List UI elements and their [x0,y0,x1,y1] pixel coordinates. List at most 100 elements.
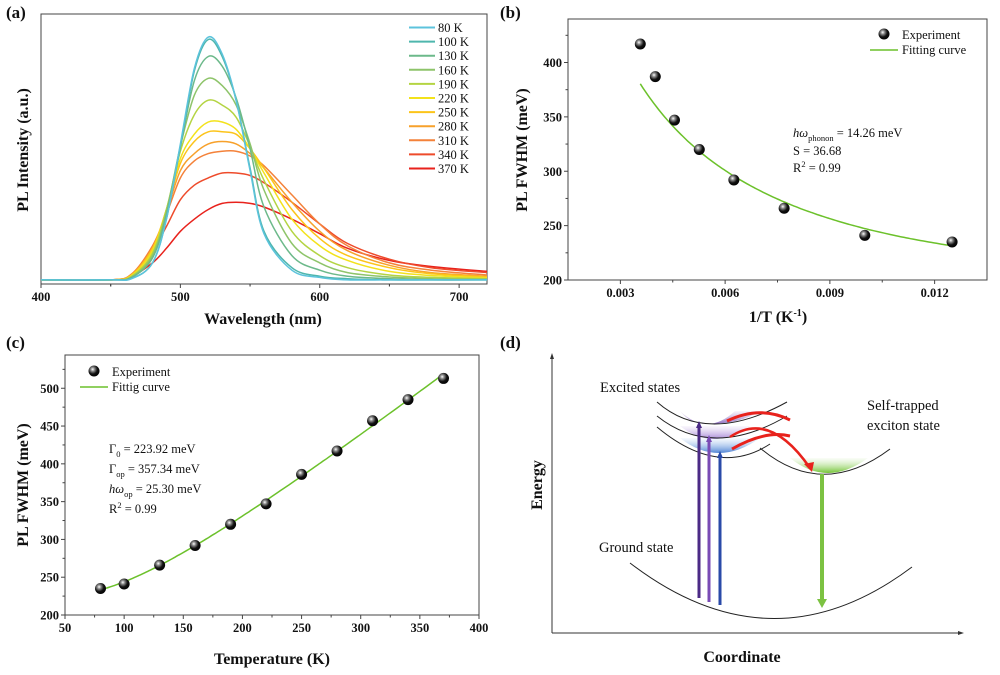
legend-label-280K: 280 K [438,120,469,134]
ste-label-line1: Self-trapped [867,398,939,414]
relaxation-arrow-1 [726,411,791,423]
experiment-point [154,559,166,571]
legend-label-130K: 130 K [438,49,469,63]
experiment-point [402,394,414,406]
spectrum-100K [40,38,488,281]
y-tick-label: 200 [40,609,59,623]
x-tick-label: 300 [351,621,370,635]
x-tick-label: 50 [59,621,72,635]
energy-axis-label: Energy [529,460,546,510]
experiment-point [260,498,272,510]
x-tick-label: 0.012 [921,286,949,300]
experiment-point [438,372,450,384]
spectrum-220K [40,120,488,281]
experiment-point [94,583,106,595]
y-tick-label: 350 [543,110,562,124]
legend-label-experiment: Experiment [902,28,961,42]
annotation-c: Γ0 = 223.92 meV Γop = 357.34 meV hωop = … [109,442,201,516]
spectrum-160K [40,77,488,281]
x-tick-label: 0.009 [816,286,844,300]
experiment-point [728,174,740,186]
arrowhead-icon [817,599,827,608]
experiment-point [634,38,646,50]
legend-label-experiment: Experiment [112,365,171,379]
x-tick-label: 500 [171,290,190,304]
coordinate-axis-label: Coordinate [703,649,780,666]
legend-label-fit: Fitting curve [902,43,967,57]
annotation-r-squared-c: R2 = 0.99 [109,500,157,516]
x-tick-label: 400 [32,290,51,304]
energy-axis-arrowhead-icon [550,353,554,359]
panel-label-a: (a) [6,3,26,22]
excited-state-curve-3 [656,426,771,459]
y-tick-label: 300 [543,165,562,179]
y-tick-label: 250 [40,571,59,585]
x-axis-title-a: Wavelength (nm) [204,311,322,328]
ste-label-line2: exciton state [867,418,940,434]
panel-label-b: (b) [500,3,521,22]
y-tick-label: 450 [40,420,59,434]
x-tick-label: 200 [233,621,252,635]
legend-label-80K: 80 K [438,21,463,35]
relaxation-arrow-3 [731,433,791,451]
plot-frame [40,13,488,285]
legend-label-250K: 250 K [438,106,469,120]
legend-label-190K: 190 K [438,77,469,91]
spectrum-310K [40,149,488,282]
panel-label-c: (c) [6,333,25,352]
y-tick-label: 400 [40,457,59,471]
legend-label-160K: 160 K [438,63,469,77]
x-tick-label: 400 [470,621,489,635]
experiment-point [225,518,237,530]
experiment-point [946,236,958,248]
experiment-point [649,71,661,83]
x-tick-label: 600 [310,290,329,304]
y-axis-title-a: PL Intensity (a.u.) [15,88,32,212]
arrowhead-icon [696,421,702,428]
chart-b: 0.003 0.006 0.009 0.012 200 250 300 350 400 [543,18,988,300]
y-tick-label: 350 [40,495,59,509]
excited-state-curve-1 [656,401,788,425]
y-tick-label: 500 [40,382,59,396]
legend-label-100K: 100 K [438,35,469,49]
relaxation-arrow-2 [729,427,812,469]
legend-label-310K: 310 K [438,134,469,148]
annotation-gamma0: Γ0 = 223.92 meV [109,442,196,459]
excited-state-curve-2 [656,415,788,439]
coordinate-axis-arrowhead-icon [958,631,964,635]
legend-marker-experiment [88,365,100,377]
panel-label-d: (d) [500,333,521,352]
relaxation-arrowhead-icon [804,462,814,472]
excited-states-label: Excited states [600,380,680,396]
experiment-point [331,445,343,457]
spectrum-80K [40,35,488,282]
ground-state-curve [629,562,913,619]
experiment-point [693,144,705,155]
legend-marker-experiment [878,28,890,40]
annotation-phonon-energy: hωphonon = 14.26 meV [793,126,902,143]
y-tick-label: 200 [543,274,562,288]
y-axis-title-b: PL FWHM (meV) [514,88,531,212]
experiment-point [668,114,680,126]
x-axis-title-b: 1/T (K-1) [749,308,807,326]
annotation-huang-rhys: S = 36.68 [793,144,841,158]
legend-c: Experiment Fittig curve [80,365,171,394]
y-axis-title-c: PL FWHM (meV) [15,423,32,547]
spectrum-370K [40,201,488,281]
legend-b: Experiment Fitting curve [870,28,967,57]
legend-label-340K: 340 K [438,148,469,162]
excited-state-fill-1 [680,411,760,424]
spectrum-130K [40,55,488,281]
experiment-point [118,578,130,590]
x-tick-label: 350 [410,621,429,635]
diagram-d: Energy Coordinate Excited states Self-tr… [529,353,964,666]
experiment-point [189,539,201,551]
annotation-gamma-op: Γop = 357.34 meV [109,462,200,479]
annotation-r-squared-b: R2 = 0.99 [793,159,841,175]
spectrum-280K [40,140,488,282]
ground-state-label: Ground state [599,540,674,556]
legend-label-220K: 220 K [438,92,469,106]
legend-label-fit: Fittig curve [112,380,170,394]
